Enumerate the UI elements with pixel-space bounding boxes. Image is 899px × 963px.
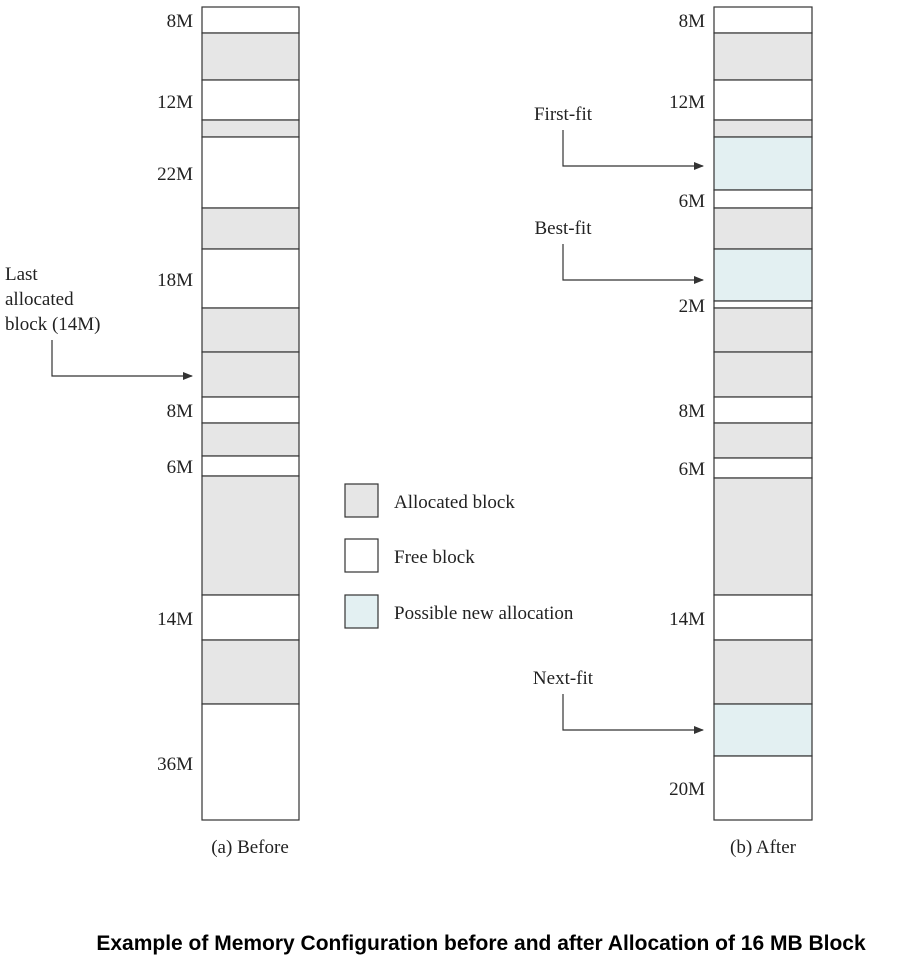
last-allocated-arrow <box>51 340 193 380</box>
after-block-size-label: 20M <box>669 779 705 800</box>
before-allocated-block <box>201 32 300 81</box>
after-allocated-block <box>713 351 813 398</box>
legend-allocated-label: Allocated block <box>394 492 515 513</box>
after-block-size-label: 8M <box>679 11 706 32</box>
before-allocated-block <box>201 475 300 596</box>
before-block-size-label: 36M <box>157 754 193 775</box>
legend-free-label: Free block <box>394 547 475 568</box>
first-fit-label: First-fit <box>534 104 593 125</box>
after-block-size-label: 14M <box>669 609 705 630</box>
before-allocated-block <box>201 307 300 353</box>
after-memory-column: 8M 12M 6M 2M 8M 6M 14M 20M <box>669 6 813 821</box>
before-free-block <box>201 136 300 209</box>
after-allocated-block <box>713 307 813 353</box>
before-allocated-block <box>201 207 300 250</box>
before-block-size-label: 6M <box>167 457 194 478</box>
after-allocated-block <box>713 32 813 81</box>
before-free-block <box>201 248 300 309</box>
before-block-size-label: 22M <box>157 164 193 185</box>
last-allocated-line-1: Last <box>5 264 38 285</box>
after-block-size-label: 2M <box>679 296 706 317</box>
before-block-size-label: 8M <box>167 11 194 32</box>
before-memory-column: 8M 12M 22M 18M 8M 6M 14M 36M <box>157 6 300 821</box>
after-free-block <box>713 457 813 479</box>
before-caption: (a) Before <box>211 837 289 858</box>
after-allocated-block <box>713 639 813 705</box>
after-block-size-label: 6M <box>679 191 706 212</box>
before-block-size-label: 18M <box>157 270 193 291</box>
after-free-block <box>713 189 813 209</box>
after-caption: (b) After <box>730 837 797 858</box>
next-fit-arrow <box>562 694 704 734</box>
before-free-block <box>201 6 300 34</box>
after-possible-block <box>713 248 813 302</box>
before-block-size-label: 12M <box>157 92 193 113</box>
before-allocated-block <box>201 351 300 398</box>
after-free-block <box>713 300 813 309</box>
after-free-block <box>713 79 813 121</box>
before-free-block <box>201 703 300 821</box>
before-free-block <box>201 396 300 424</box>
after-possible-block <box>713 136 813 191</box>
after-free-block <box>713 6 813 34</box>
before-allocated-block <box>201 119 300 138</box>
legend-allocated-swatch <box>344 483 379 518</box>
before-free-block <box>201 79 300 121</box>
after-allocated-block <box>713 477 813 596</box>
before-free-block <box>201 455 300 477</box>
legend-possible-swatch <box>344 594 379 629</box>
after-block-size-label: 8M <box>679 401 706 422</box>
after-block-size-label: 6M <box>679 459 706 480</box>
memory-allocation-diagram: 8M 12M 22M 18M 8M 6M 14M 36M (a) Before Last al… <box>5 6 813 858</box>
last-allocated-line-2: allocated <box>5 289 74 310</box>
legend-free-swatch <box>344 538 379 573</box>
last-allocated-annotation: Last allocated block (14M) <box>5 264 193 380</box>
after-possible-block <box>713 703 813 757</box>
after-free-block <box>713 396 813 424</box>
first-fit-arrow <box>562 130 704 170</box>
before-allocated-block <box>201 639 300 705</box>
next-fit-label: Next-fit <box>533 668 594 689</box>
before-free-block <box>201 594 300 641</box>
best-fit-label: Best-fit <box>535 218 593 239</box>
before-block-size-label: 14M <box>157 609 193 630</box>
best-fit-annotation: Best-fit <box>535 218 704 284</box>
after-free-block <box>713 594 813 641</box>
before-allocated-block <box>201 422 300 457</box>
next-fit-annotation: Next-fit <box>533 668 704 734</box>
best-fit-arrow <box>562 244 704 284</box>
after-allocated-block <box>713 119 813 138</box>
after-free-block <box>713 755 813 821</box>
after-allocated-block <box>713 207 813 250</box>
after-block-size-label: 12M <box>669 92 705 113</box>
legend-possible-label: Possible new allocation <box>394 603 574 624</box>
figure-caption: Example of Memory Configuration before a… <box>96 932 866 955</box>
after-allocated-block <box>713 422 813 459</box>
last-allocated-line-3: block (14M) <box>5 314 101 335</box>
legend: Allocated block Free block Possible new … <box>344 483 574 629</box>
before-block-size-label: 8M <box>167 401 194 422</box>
first-fit-annotation: First-fit <box>534 104 704 170</box>
